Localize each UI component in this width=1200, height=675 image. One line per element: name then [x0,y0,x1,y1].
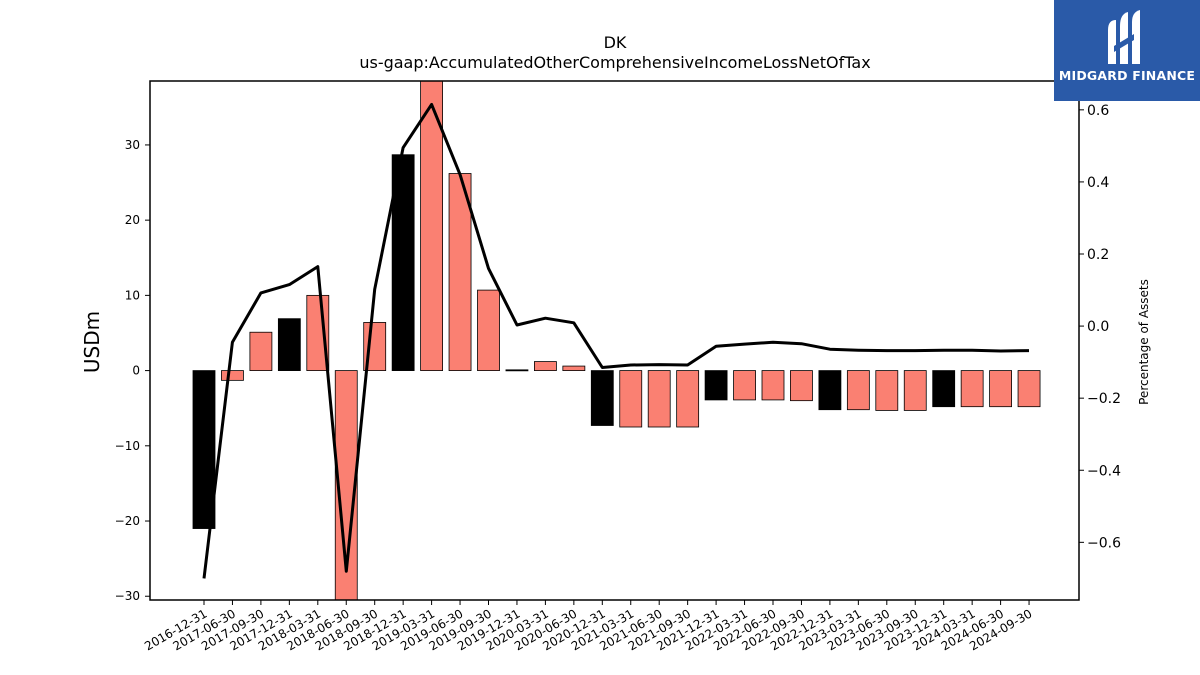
y2-tick-label: −0.2 [1087,391,1121,407]
bar [875,370,899,411]
y2-tick-label: 0.6 [1087,103,1109,119]
y2-axis-ticks: −0.6 −0.4 −0.2 0.0 0.2 0.4 0.6 [1079,103,1121,551]
y-tick-label: 0 [132,364,140,378]
bar [704,370,728,401]
bar [989,370,1012,408]
bar [1017,370,1041,408]
bar [818,370,842,411]
bar [590,370,614,426]
bar [790,370,813,402]
y-tick-label: −10 [115,439,140,453]
bar [277,318,301,371]
y2-tick-label: 0.2 [1087,247,1109,263]
y-axis-label: USDm [80,311,104,373]
plot-frame [149,80,1080,601]
x-axis-ticks: 2016-12-312017-06-302017-09-302017-12-31… [142,600,1035,653]
y-tick-label: 30 [125,138,140,152]
bar [477,289,500,371]
bar [733,370,756,401]
chart-title: DK [604,33,627,52]
bar [903,370,927,411]
bar [334,370,358,600]
bar [192,370,216,529]
y-tick-label: −30 [115,589,140,603]
percentage-line [202,102,1030,579]
bar [761,370,785,401]
logo-text: MIDGARD FINANCE [1058,68,1196,83]
bar [420,81,444,371]
bar [846,370,870,411]
bar [562,365,586,371]
y2-tick-label: −0.6 [1087,535,1121,551]
bar [960,370,984,408]
y-tick-label: 10 [125,288,140,302]
bar [676,370,700,428]
bar [221,370,244,381]
y2-tick-label: −0.4 [1087,463,1121,479]
y-axis-ticks: −30 −20 −10 0 10 20 30 [115,138,150,603]
y-tick-label: 20 [125,213,140,227]
chart-subtitle: us-gaap:AccumulatedOtherComprehensiveInc… [359,53,870,72]
y-tick-label: −20 [115,514,140,528]
midgard-finance-logo: MIDGARD FINANCE [1054,0,1200,101]
bar [534,361,557,371]
bar [647,370,671,428]
y2-tick-label: 0.4 [1087,175,1109,191]
bar [619,370,643,428]
y2-tick-label: 0.0 [1087,319,1109,335]
line-series [202,102,1030,579]
y2-axis-label: Percentage of Assets [1137,279,1151,405]
bar [932,370,956,408]
bar-series [192,81,1041,600]
logo-mark-icon [1108,10,1140,64]
bar [249,331,273,371]
bar [505,369,529,372]
